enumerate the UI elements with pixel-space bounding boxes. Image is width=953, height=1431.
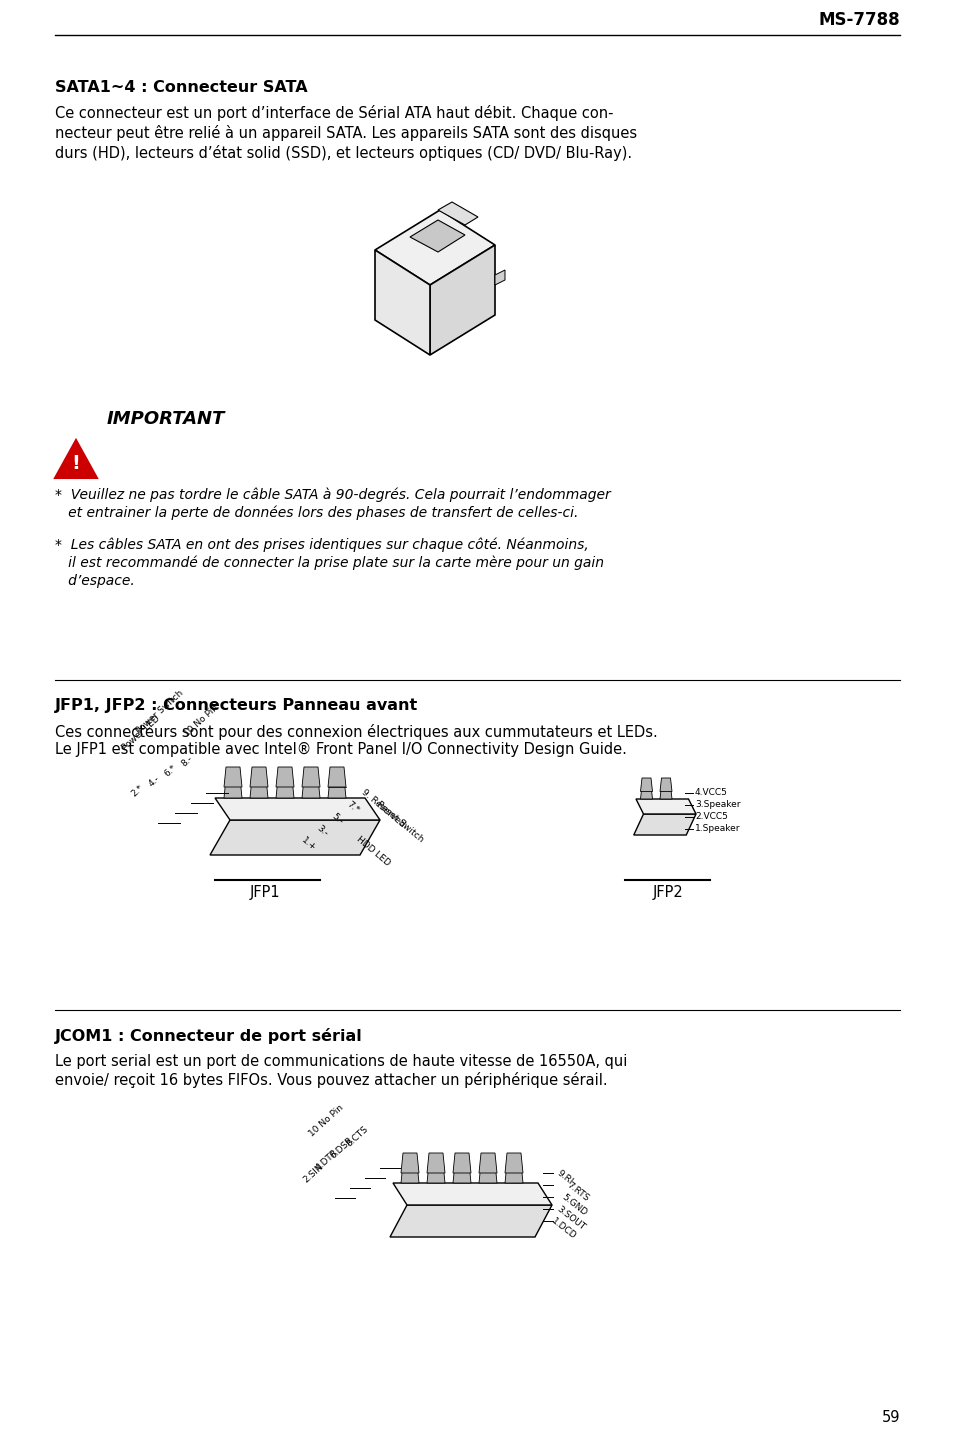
Text: durs (HD), lecteurs d’état solid (SSD), et lecteurs optiques (CD/ DVD/ Blu-Ray).: durs (HD), lecteurs d’état solid (SSD), … xyxy=(55,145,632,162)
Text: Reset Switch: Reset Switch xyxy=(375,800,425,844)
Text: 3.SOUT: 3.SOUT xyxy=(555,1203,586,1232)
Polygon shape xyxy=(275,767,294,787)
Polygon shape xyxy=(302,778,319,798)
Polygon shape xyxy=(302,767,319,787)
Polygon shape xyxy=(437,202,477,225)
Text: HDD LED: HDD LED xyxy=(355,836,392,869)
Text: SATA1~4 : Connecteur SATA: SATA1~4 : Connecteur SATA xyxy=(55,80,307,94)
Text: 3.-: 3.- xyxy=(314,824,330,839)
Text: 5.GND: 5.GND xyxy=(559,1192,588,1218)
Text: 8.-: 8.- xyxy=(180,753,194,768)
Text: 1.DCD: 1.DCD xyxy=(550,1216,578,1241)
Text: 10 No Pin: 10 No Pin xyxy=(307,1102,345,1138)
Polygon shape xyxy=(478,1163,497,1183)
Polygon shape xyxy=(393,1183,552,1205)
Polygon shape xyxy=(639,786,652,798)
Polygon shape xyxy=(328,778,346,798)
Text: 4.VCC5: 4.VCC5 xyxy=(695,788,727,797)
Polygon shape xyxy=(478,1153,497,1173)
Text: 3.Speaker: 3.Speaker xyxy=(695,800,740,809)
Text: 7.*: 7.* xyxy=(345,800,360,816)
Text: 7.RTS: 7.RTS xyxy=(564,1181,590,1202)
Polygon shape xyxy=(224,767,242,787)
Text: JFP1, JFP2 : Connecteurs Panneau avant: JFP1, JFP2 : Connecteurs Panneau avant xyxy=(55,698,417,713)
Polygon shape xyxy=(427,1163,444,1183)
Text: Power LED: Power LED xyxy=(120,714,162,753)
Text: JFP2: JFP2 xyxy=(652,884,682,900)
Text: 2.*: 2.* xyxy=(130,783,145,798)
Text: et entrainer la perte de données lors des phases de transfert de celles-ci.: et entrainer la perte de données lors de… xyxy=(55,507,578,521)
Text: 1.+: 1.+ xyxy=(299,836,317,853)
Polygon shape xyxy=(453,1163,471,1183)
Text: Ces connecteurs sont pour des connexion électriques aux cummutateurs et LEDs.: Ces connecteurs sont pour des connexion … xyxy=(55,724,657,740)
Polygon shape xyxy=(214,798,379,820)
Polygon shape xyxy=(504,1163,522,1183)
Polygon shape xyxy=(250,767,268,787)
Polygon shape xyxy=(633,814,696,836)
Text: 2.SIN: 2.SIN xyxy=(301,1162,325,1183)
Text: *  Les câbles SATA en ont des prises identiques sur chaque côté. Néanmoins,: * Les câbles SATA en ont des prises iden… xyxy=(55,538,588,552)
Text: 5.-: 5.- xyxy=(330,811,345,827)
Polygon shape xyxy=(430,245,495,355)
Polygon shape xyxy=(495,270,504,285)
Text: IMPORTANT: IMPORTANT xyxy=(107,411,225,428)
Text: 10 No Pin: 10 No Pin xyxy=(182,703,220,738)
Polygon shape xyxy=(250,778,268,798)
Text: d’espace.: d’espace. xyxy=(55,574,134,588)
Text: JCOM1 : Connecteur de port sérial: JCOM1 : Connecteur de port sérial xyxy=(55,1027,362,1045)
Polygon shape xyxy=(375,210,495,285)
Polygon shape xyxy=(210,820,379,854)
Text: 2.VCC5: 2.VCC5 xyxy=(695,811,727,821)
Text: JFP1: JFP1 xyxy=(250,884,280,900)
Text: *  Veuillez ne pas tordre le câble SATA à 90-degrés. Cela pourrait l’endommager: * Veuillez ne pas tordre le câble SATA à… xyxy=(55,488,610,502)
Text: envoie/ reçoit 16 bytes FIFOs. Vous pouvez attacher un périphérique sérail.: envoie/ reçoit 16 bytes FIFOs. Vous pouv… xyxy=(55,1072,607,1088)
Polygon shape xyxy=(636,798,696,814)
Polygon shape xyxy=(427,1153,444,1173)
Polygon shape xyxy=(375,250,430,355)
Polygon shape xyxy=(504,1153,522,1173)
Polygon shape xyxy=(400,1153,418,1173)
Text: il est recommandé de connecter la prise plate sur la carte mère pour un gain: il est recommandé de connecter la prise … xyxy=(55,557,603,571)
Polygon shape xyxy=(328,767,346,787)
Polygon shape xyxy=(224,778,242,798)
Text: Le JFP1 est compatible avec Intel® Front Panel I/O Connectivity Design Guide.: Le JFP1 est compatible avec Intel® Front… xyxy=(55,743,626,757)
Text: 9.RI: 9.RI xyxy=(555,1168,574,1186)
Text: Ce connecteur est un port d’interface de Sérial ATA haut débit. Chaque con-: Ce connecteur est un port d’interface de… xyxy=(55,104,613,122)
Text: 6.DSR: 6.DSR xyxy=(328,1135,355,1161)
Polygon shape xyxy=(639,778,652,791)
Text: !: ! xyxy=(71,454,80,474)
Polygon shape xyxy=(55,439,97,478)
Text: 8.CTS: 8.CTS xyxy=(344,1123,370,1148)
Text: 4.DTR: 4.DTR xyxy=(314,1148,339,1172)
Text: 4.-: 4.- xyxy=(147,773,162,788)
Text: Le port serial est un port de communications de haute vitesse de 16550A, qui: Le port serial est un port de communicat… xyxy=(55,1055,627,1069)
Polygon shape xyxy=(659,778,671,791)
Text: Power Switch: Power Switch xyxy=(134,688,185,736)
Text: 1.Speaker: 1.Speaker xyxy=(695,824,740,833)
Text: 6.*: 6.* xyxy=(162,763,178,778)
Polygon shape xyxy=(410,220,464,252)
Polygon shape xyxy=(390,1205,552,1236)
Polygon shape xyxy=(659,786,671,798)
Text: necteur peut être relié à un appareil SATA. Les appareils SATA sont des disques: necteur peut être relié à un appareil SA… xyxy=(55,124,637,142)
Polygon shape xyxy=(275,778,294,798)
Text: MS-7788: MS-7788 xyxy=(818,11,899,29)
Polygon shape xyxy=(400,1163,418,1183)
Text: 9. Reserved: 9. Reserved xyxy=(359,788,407,830)
Polygon shape xyxy=(453,1153,471,1173)
Text: 59: 59 xyxy=(881,1410,899,1425)
